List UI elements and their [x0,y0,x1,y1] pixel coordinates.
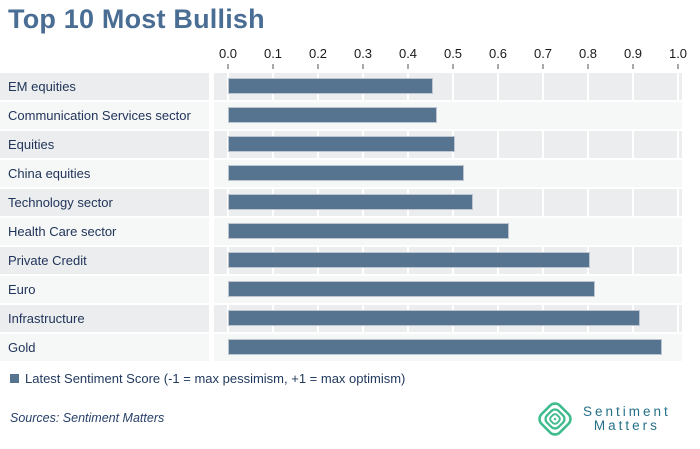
chart-rows: EM equities Communication Services sector… [0,73,682,363]
plot-cell [214,218,682,245]
x-tick-label: 0.4 [398,46,418,61]
chart-row: Gold [0,334,682,361]
x-tick-label: 1.0 [668,46,688,61]
chart-row: EM equities [0,73,682,100]
x-tick-label: 0.3 [353,46,373,61]
x-tick-mark [362,64,364,69]
category-label: Infrastructure [8,311,85,326]
bar [228,107,437,123]
logo-diamond-icon [538,402,572,436]
x-tick-mark [497,64,499,69]
x-tick-mark [452,64,454,69]
plot-cell [214,305,682,332]
sources-note: Sources: Sentiment Matters [10,411,165,425]
chart-row: Health Care sector [0,218,682,245]
x-axis: 0.0 0.1 0.2 0.3 0.4 0.5 0.6 0.7 0.8 0.9 1.0 [0,0,700,73]
x-tick-mark [272,64,274,69]
category-label: Gold [8,340,36,355]
category-label-cell: Equities [0,131,209,158]
category-label: Euro [8,282,36,297]
x-tick-label: 0.8 [578,46,598,61]
category-label-cell: EM equities [0,73,209,100]
legend-marker-icon [10,374,19,383]
x-tick-mark [632,64,634,69]
category-label: Technology sector [8,195,113,210]
x-tick-label: 0.2 [308,46,328,61]
logo-text-line2: Matters [593,418,660,433]
category-label: Health Care sector [8,224,117,239]
x-tick-mark [227,64,229,69]
logo-text-line1: Sentiment [583,404,671,419]
bar [228,223,509,239]
category-label-cell: Gold [0,334,209,361]
bar [228,310,640,326]
chart-row: Euro [0,276,682,303]
x-tick-label: 0.0 [218,46,238,61]
bar [228,252,590,268]
chart-row: Technology sector [0,189,682,216]
chart-title: Top 10 Most Bullish [8,4,265,34]
plot-cell [214,189,682,216]
bar [228,194,473,210]
category-label: China equities [8,166,91,181]
category-label-cell: Infrastructure [0,305,209,332]
x-tick-mark [542,64,544,69]
logo-text: Sentiment Matters [583,405,671,433]
brand-logo: Sentiment Matters [536,400,671,438]
bar [228,136,455,152]
category-label: Equities [8,137,55,152]
x-tick-label: 0.9 [623,46,643,61]
plot-cell [214,131,682,158]
category-label-cell: Euro [0,276,209,303]
plot-cell [214,276,682,303]
legend-label: Latest Sentiment Score (-1 = max pessimi… [25,371,406,386]
bar [228,78,433,94]
plot-cell [214,73,682,100]
bar [228,165,464,181]
chart-row: Communication Services sector [0,102,682,129]
x-tick-mark [677,64,679,69]
chart-row: Equities [0,131,682,158]
plot-cell [214,102,682,129]
category-label: Private Credit [8,253,87,268]
plot-cell [214,160,682,187]
bar [228,281,595,297]
x-tick-label: 0.7 [533,46,553,61]
x-tick-mark [407,64,409,69]
x-tick-label: 0.1 [263,46,283,61]
plot-cell [214,334,682,361]
x-tick-mark [587,64,589,69]
category-label-cell: Technology sector [0,189,209,216]
chart-row: Infrastructure [0,305,682,332]
category-label: EM equities [8,79,76,94]
category-label-cell: China equities [0,160,209,187]
x-tick-mark [317,64,319,69]
category-label-cell: Communication Services sector [0,102,209,129]
x-tick-label: 0.6 [488,46,508,61]
category-label-cell: Private Credit [0,247,209,274]
plot-cell [214,247,682,274]
category-label-cell: Health Care sector [0,218,209,245]
chart-row: China equities [0,160,682,187]
x-tick-label: 0.5 [443,46,463,61]
legend: Latest Sentiment Score (-1 = max pessimi… [10,371,405,386]
category-label: Communication Services sector [8,108,191,123]
bar [228,339,662,355]
chart-row: Private Credit [0,247,682,274]
